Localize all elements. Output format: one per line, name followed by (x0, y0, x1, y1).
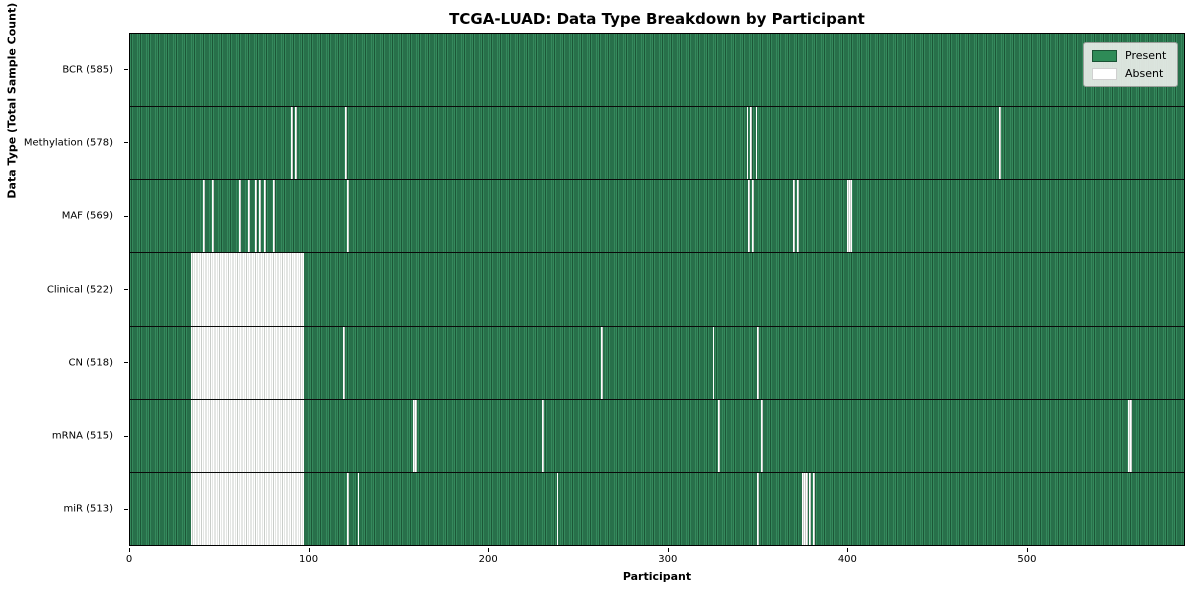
y-tickmark (124, 362, 128, 364)
absent-gap (847, 180, 849, 253)
y-tickmark (124, 142, 128, 144)
absent-gap (760, 399, 763, 472)
absent-gap (805, 472, 808, 545)
y-ticklabel: miR (513) (63, 503, 113, 515)
y-ticklabel: MAF (569) (61, 210, 113, 222)
heatmap-row-clinical (130, 252, 1184, 326)
heatmap-row-bcr (130, 34, 1184, 107)
absent-gap (812, 472, 815, 545)
absent-gap (212, 180, 215, 253)
x-tickmarks (129, 548, 1185, 552)
absent-gap (850, 180, 853, 253)
absent-gap (755, 107, 758, 180)
heatmap-row-mrna (130, 398, 1184, 472)
absent-gap (273, 180, 276, 253)
absent-gap (601, 326, 604, 399)
absent-gap (717, 399, 720, 472)
legend-label: Absent (1125, 67, 1164, 80)
present-swatch-icon (1092, 49, 1117, 62)
x-tickmark (1026, 548, 1028, 552)
legend: Present Absent (1083, 42, 1178, 87)
y-ticklabel: CN (518) (68, 357, 113, 369)
x-tickmark (667, 548, 669, 552)
absent-gap (203, 180, 206, 253)
heatmap-row-methylation (130, 106, 1184, 180)
heatmap-row-cn (130, 325, 1184, 399)
absent-swatch-icon (1092, 67, 1117, 80)
absent-gap (793, 180, 795, 253)
x-axis-label: Participant (622, 570, 692, 583)
y-ticklabel: Methylation (578) (23, 137, 113, 149)
legend-entry-absent: Absent (1092, 67, 1168, 80)
absent-gap (796, 180, 799, 253)
absent-gap (802, 472, 804, 545)
absent-gap (190, 326, 304, 399)
absent-gap (259, 180, 261, 253)
absent-gap (190, 472, 304, 545)
absent-gap (190, 253, 304, 326)
absent-gap (345, 107, 347, 180)
absent-gap (357, 472, 360, 545)
absent-gap (346, 472, 349, 545)
absent-gap (712, 326, 715, 399)
x-tickmark (308, 548, 310, 552)
x-ticklabel: 100 (299, 554, 319, 565)
absent-gap (748, 180, 751, 253)
x-tickmark (847, 548, 849, 552)
absent-gap (255, 180, 258, 253)
heatmap-row-mir (130, 471, 1184, 545)
chart-title: TCGA-LUAD: Data Type Breakdown by Partic… (449, 10, 865, 28)
y-ticklabel: mRNA (515) (51, 430, 113, 442)
absent-gap (1130, 399, 1132, 472)
absent-gap (848, 180, 851, 253)
y-tickmark (124, 215, 128, 217)
plot-area (129, 33, 1185, 546)
absent-gap (415, 399, 417, 472)
absent-gap (1128, 399, 1131, 472)
absent-gap (294, 107, 297, 180)
absent-gap (746, 107, 749, 180)
x-ticklabel: 200 (478, 554, 498, 565)
absent-gap (999, 107, 1002, 180)
y-ticklabels: BCR (585) Methylation (578) MAF (569) Clini… (0, 33, 121, 546)
legend-label: Present (1125, 49, 1167, 62)
absent-gap (809, 472, 812, 545)
absent-gap (757, 472, 760, 545)
y-tickmark (124, 508, 128, 510)
absent-gap (190, 399, 304, 472)
absent-gap (239, 180, 242, 253)
heatmap-row-maf (130, 179, 1184, 253)
x-ticklabel: 500 (1017, 554, 1037, 565)
y-tickmarks (124, 33, 128, 546)
x-ticklabel: 400 (837, 554, 857, 565)
y-ticklabel: BCR (585) (62, 64, 113, 76)
absent-gap (343, 326, 346, 399)
x-ticklabel: 300 (658, 554, 678, 565)
y-tickmark (124, 289, 128, 290)
absent-gap (757, 326, 760, 399)
legend-entry-present: Present (1092, 49, 1168, 62)
y-tickmark (124, 69, 128, 71)
absent-gap (346, 180, 349, 253)
absent-gap (248, 180, 251, 253)
absent-gap (803, 472, 806, 545)
absent-gap (264, 180, 267, 253)
absent-gap (750, 107, 752, 180)
x-tickmark (488, 548, 490, 552)
absent-gap (752, 180, 754, 253)
absent-gap (413, 399, 415, 472)
absent-gap (291, 107, 294, 180)
absent-gap (542, 399, 545, 472)
x-ticklabels: 0 100 200 300 400 500 (125, 554, 1185, 568)
x-ticklabel: 0 (125, 554, 133, 565)
y-tickmark (124, 435, 128, 437)
y-ticklabel: Clinical (522) (46, 284, 113, 295)
x-tickmark (129, 548, 130, 552)
absent-gap (556, 472, 559, 545)
